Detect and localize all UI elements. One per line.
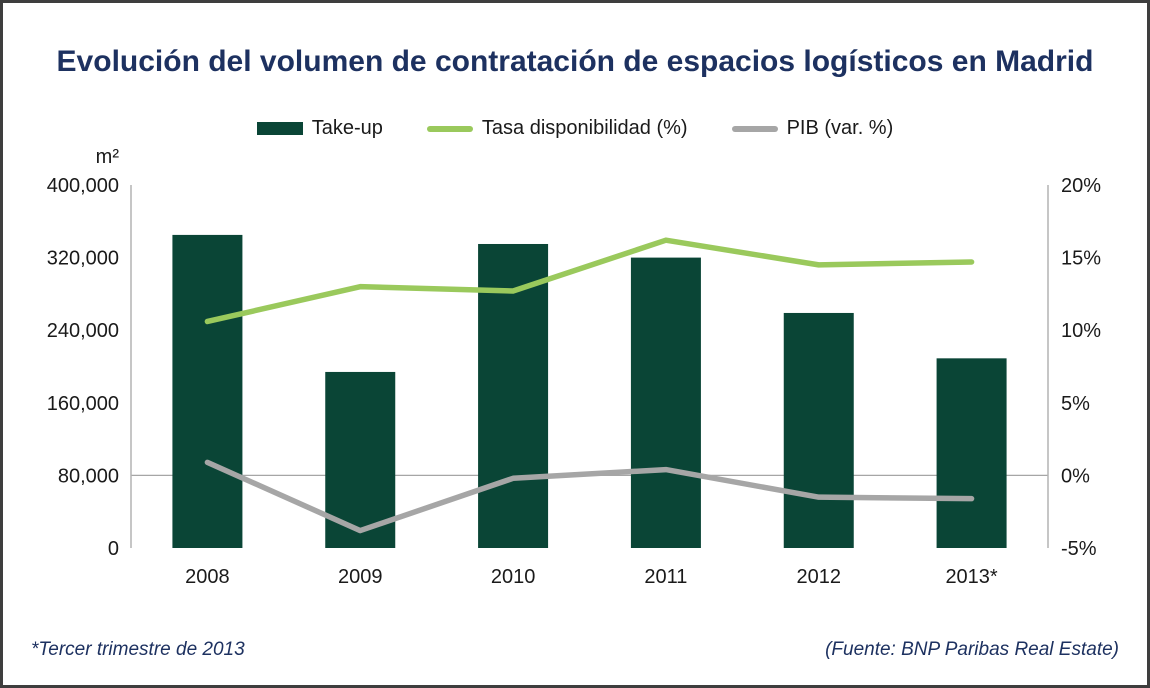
footnote-asterisk: *Tercer trimestre de 2013	[31, 639, 245, 660]
availability-line	[204, 237, 975, 325]
right-axis-tick-label: -5%	[1061, 538, 1097, 560]
takeup-bar-2012	[783, 312, 854, 548]
x-axis-category-label: 2013*	[945, 566, 997, 588]
chart-canvas: 400,000 320,000 240,000 160,000 80,000 0 m² 20%…	[47, 146, 1102, 588]
right-axis-tick-label: 20%	[1061, 175, 1101, 197]
footnote-source: (Fuente: BNP Paribas Real Estate)	[825, 639, 1119, 660]
availability-line-swatch-icon	[426, 125, 473, 132]
takeup-bar-2011	[630, 257, 701, 548]
legend-label-pib: PIB (var. %)	[786, 117, 894, 139]
left-axis-tick-label: 160,000	[47, 393, 119, 415]
chart-title: Evolución del volumen de contratación de…	[56, 45, 1094, 78]
left-axis-tick-label: 80,000	[58, 465, 119, 487]
legend-item-takeup: Take-up	[256, 117, 383, 140]
left-axis-tick-label: 0	[108, 538, 119, 560]
left-axis-tick-label: 320,000	[47, 248, 119, 270]
pib-line	[204, 459, 975, 534]
x-axis-category-label: 2011	[644, 566, 687, 588]
right-axis-tick-label: 10%	[1061, 320, 1101, 342]
legend-item-pib: PIB (var. %)	[731, 117, 894, 140]
x-axis-category-label: 2008	[185, 566, 230, 588]
takeup-bar-2013	[936, 358, 1007, 548]
x-axis-category-label: 2012	[797, 566, 842, 588]
legend-label-takeup: Take-up	[311, 117, 383, 139]
right-axis-tick-label: 0%	[1061, 465, 1090, 487]
x-axis-category-label: 2010	[491, 566, 536, 588]
left-axis-tick-label: 240,000	[47, 320, 119, 342]
takeup-bar-2008	[172, 234, 243, 548]
legend-item-availability: Tasa disponibilidad (%)	[426, 117, 688, 140]
legend: Take-up Tasa disponibilidad (%) PIB (var…	[3, 117, 1147, 140]
right-axis-tick-label: 15%	[1061, 248, 1101, 270]
left-axis-tick-label: 400,000	[47, 175, 119, 197]
legend-label-availability: Tasa disponibilidad (%)	[481, 117, 688, 139]
left-axis-unit-label: m²	[96, 146, 120, 168]
takeup-swatch-icon	[256, 122, 303, 135]
pib-line-swatch-icon	[731, 125, 778, 132]
right-axis-tick-label: 5%	[1061, 393, 1090, 415]
takeup-bar-2010	[478, 243, 549, 549]
x-axis-category-label: 2009	[338, 566, 383, 588]
